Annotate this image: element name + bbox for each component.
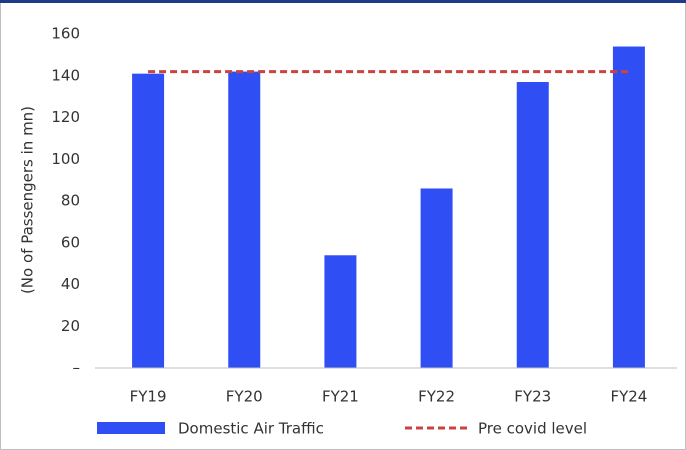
y-tick-label: – bbox=[73, 359, 81, 377]
y-axis-label: (No of Passengers in mn) bbox=[19, 106, 37, 294]
x-tick-label: FY21 bbox=[322, 388, 359, 406]
legend-label: Pre covid level bbox=[478, 420, 587, 438]
legend-swatch bbox=[97, 422, 165, 434]
bar bbox=[324, 255, 357, 368]
x-tick-label: FY19 bbox=[130, 388, 167, 406]
y-tick-label: 80 bbox=[61, 192, 80, 210]
x-tick-label: FY22 bbox=[418, 388, 455, 406]
y-tick-label: 60 bbox=[61, 233, 80, 251]
y-tick-label: 20 bbox=[61, 317, 80, 335]
legend-label: Domestic Air Traffic bbox=[178, 420, 324, 438]
y-tick-label: 40 bbox=[61, 275, 80, 293]
bar bbox=[420, 188, 453, 368]
bar bbox=[132, 73, 165, 368]
x-tick-label: FY23 bbox=[514, 388, 551, 406]
y-tick-label: 100 bbox=[51, 150, 80, 168]
y-tick-label: 120 bbox=[51, 108, 80, 126]
x-tick-label: FY20 bbox=[226, 388, 263, 406]
bar bbox=[612, 46, 645, 369]
bar bbox=[516, 82, 549, 368]
bar bbox=[228, 71, 261, 368]
top-border bbox=[0, 0, 686, 3]
x-tick-label: FY24 bbox=[610, 388, 647, 406]
y-tick-label: 160 bbox=[51, 25, 80, 43]
y-tick-label: 140 bbox=[51, 66, 80, 84]
